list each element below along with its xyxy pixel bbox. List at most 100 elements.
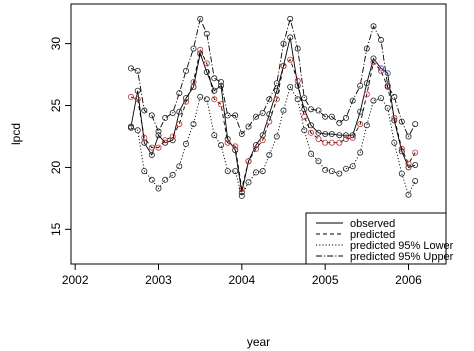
data-point: [328, 168, 335, 175]
data-point: [384, 82, 391, 89]
data-point: [127, 93, 134, 100]
data-point: [245, 158, 252, 165]
plot-frame: [70, 3, 447, 265]
data-point: [245, 179, 252, 186]
data-point: [169, 137, 176, 144]
data-point: [211, 75, 218, 82]
data-point: [322, 139, 329, 146]
data-point: [349, 132, 356, 139]
data-point: [342, 114, 349, 121]
data-point: [217, 82, 224, 89]
data-point: [224, 168, 231, 175]
data-point: [307, 106, 314, 113]
data-point: [232, 168, 239, 175]
data-point: [162, 176, 169, 183]
series-line: [130, 37, 416, 193]
data-point: [357, 108, 364, 115]
data-point: [259, 110, 266, 117]
data-point: [182, 67, 189, 74]
data-point: [294, 77, 301, 84]
data-point: [322, 130, 329, 137]
data-point: [412, 121, 419, 128]
data-point: [412, 161, 419, 168]
data-point: [294, 96, 301, 103]
series-line: [130, 48, 416, 189]
data-point: [412, 177, 419, 184]
data-point: [336, 132, 343, 139]
data-point: [357, 121, 364, 128]
data-point: [336, 170, 343, 177]
data-point: [217, 142, 224, 149]
data-point: [315, 135, 322, 142]
data-point: [363, 80, 370, 87]
data-point: [287, 34, 294, 41]
data-point: [176, 90, 183, 97]
data-point: [190, 79, 197, 86]
data-point: [211, 96, 218, 103]
data-point: [182, 95, 189, 102]
data-point: [328, 113, 335, 120]
data-point: [301, 95, 308, 102]
data-point: [232, 147, 239, 154]
data-point: [301, 106, 308, 113]
data-point: [391, 139, 398, 146]
data-point: [322, 113, 329, 120]
data-point: [203, 96, 210, 103]
data-point: [148, 176, 155, 183]
data-point: [273, 96, 280, 103]
data-point: [266, 151, 273, 158]
data-point: [134, 96, 141, 103]
data-point: [287, 15, 294, 22]
data-point: [307, 150, 314, 157]
data-point: [301, 127, 308, 134]
data-point: [224, 135, 231, 142]
data-point: [203, 60, 210, 67]
data-point: [280, 40, 287, 47]
data-point: [370, 55, 377, 62]
data-point: [349, 163, 356, 170]
data-point: [384, 70, 391, 77]
data-point: [141, 134, 148, 141]
data-point: [141, 168, 148, 175]
data-point: [322, 166, 329, 173]
data-point: [336, 119, 343, 126]
legend-label: observed: [350, 218, 395, 230]
data-points: [127, 15, 419, 199]
data-point: [405, 164, 412, 171]
series-lines: [130, 17, 416, 198]
data-point: [176, 121, 183, 128]
data-point: [127, 65, 134, 72]
data-point: [357, 82, 364, 89]
data-point: [190, 45, 197, 52]
data-point: [197, 50, 204, 57]
data-point: [266, 118, 273, 125]
data-point: [273, 87, 280, 94]
data-point: [245, 123, 252, 130]
data-point: [349, 134, 356, 141]
data-point: [377, 95, 384, 102]
data-point: [405, 133, 412, 140]
data-point: [238, 192, 245, 199]
data-point: [412, 149, 419, 156]
series-line: [130, 85, 416, 198]
data-point: [273, 133, 280, 140]
data-point: [315, 129, 322, 136]
data-point: [238, 185, 245, 192]
data-point: [211, 87, 218, 94]
data-point: [307, 129, 314, 136]
y-tick-label: 15: [49, 222, 63, 236]
data-point: [238, 130, 245, 137]
data-point: [252, 145, 259, 152]
data-point: [342, 132, 349, 139]
data-point: [155, 132, 162, 139]
data-point: [127, 124, 134, 131]
data-point: [370, 23, 377, 30]
data-point: [141, 107, 148, 114]
data-point: [266, 96, 273, 103]
data-point: [328, 139, 335, 146]
data-point: [162, 137, 169, 144]
data-point: [176, 163, 183, 170]
data-point: [315, 158, 322, 165]
